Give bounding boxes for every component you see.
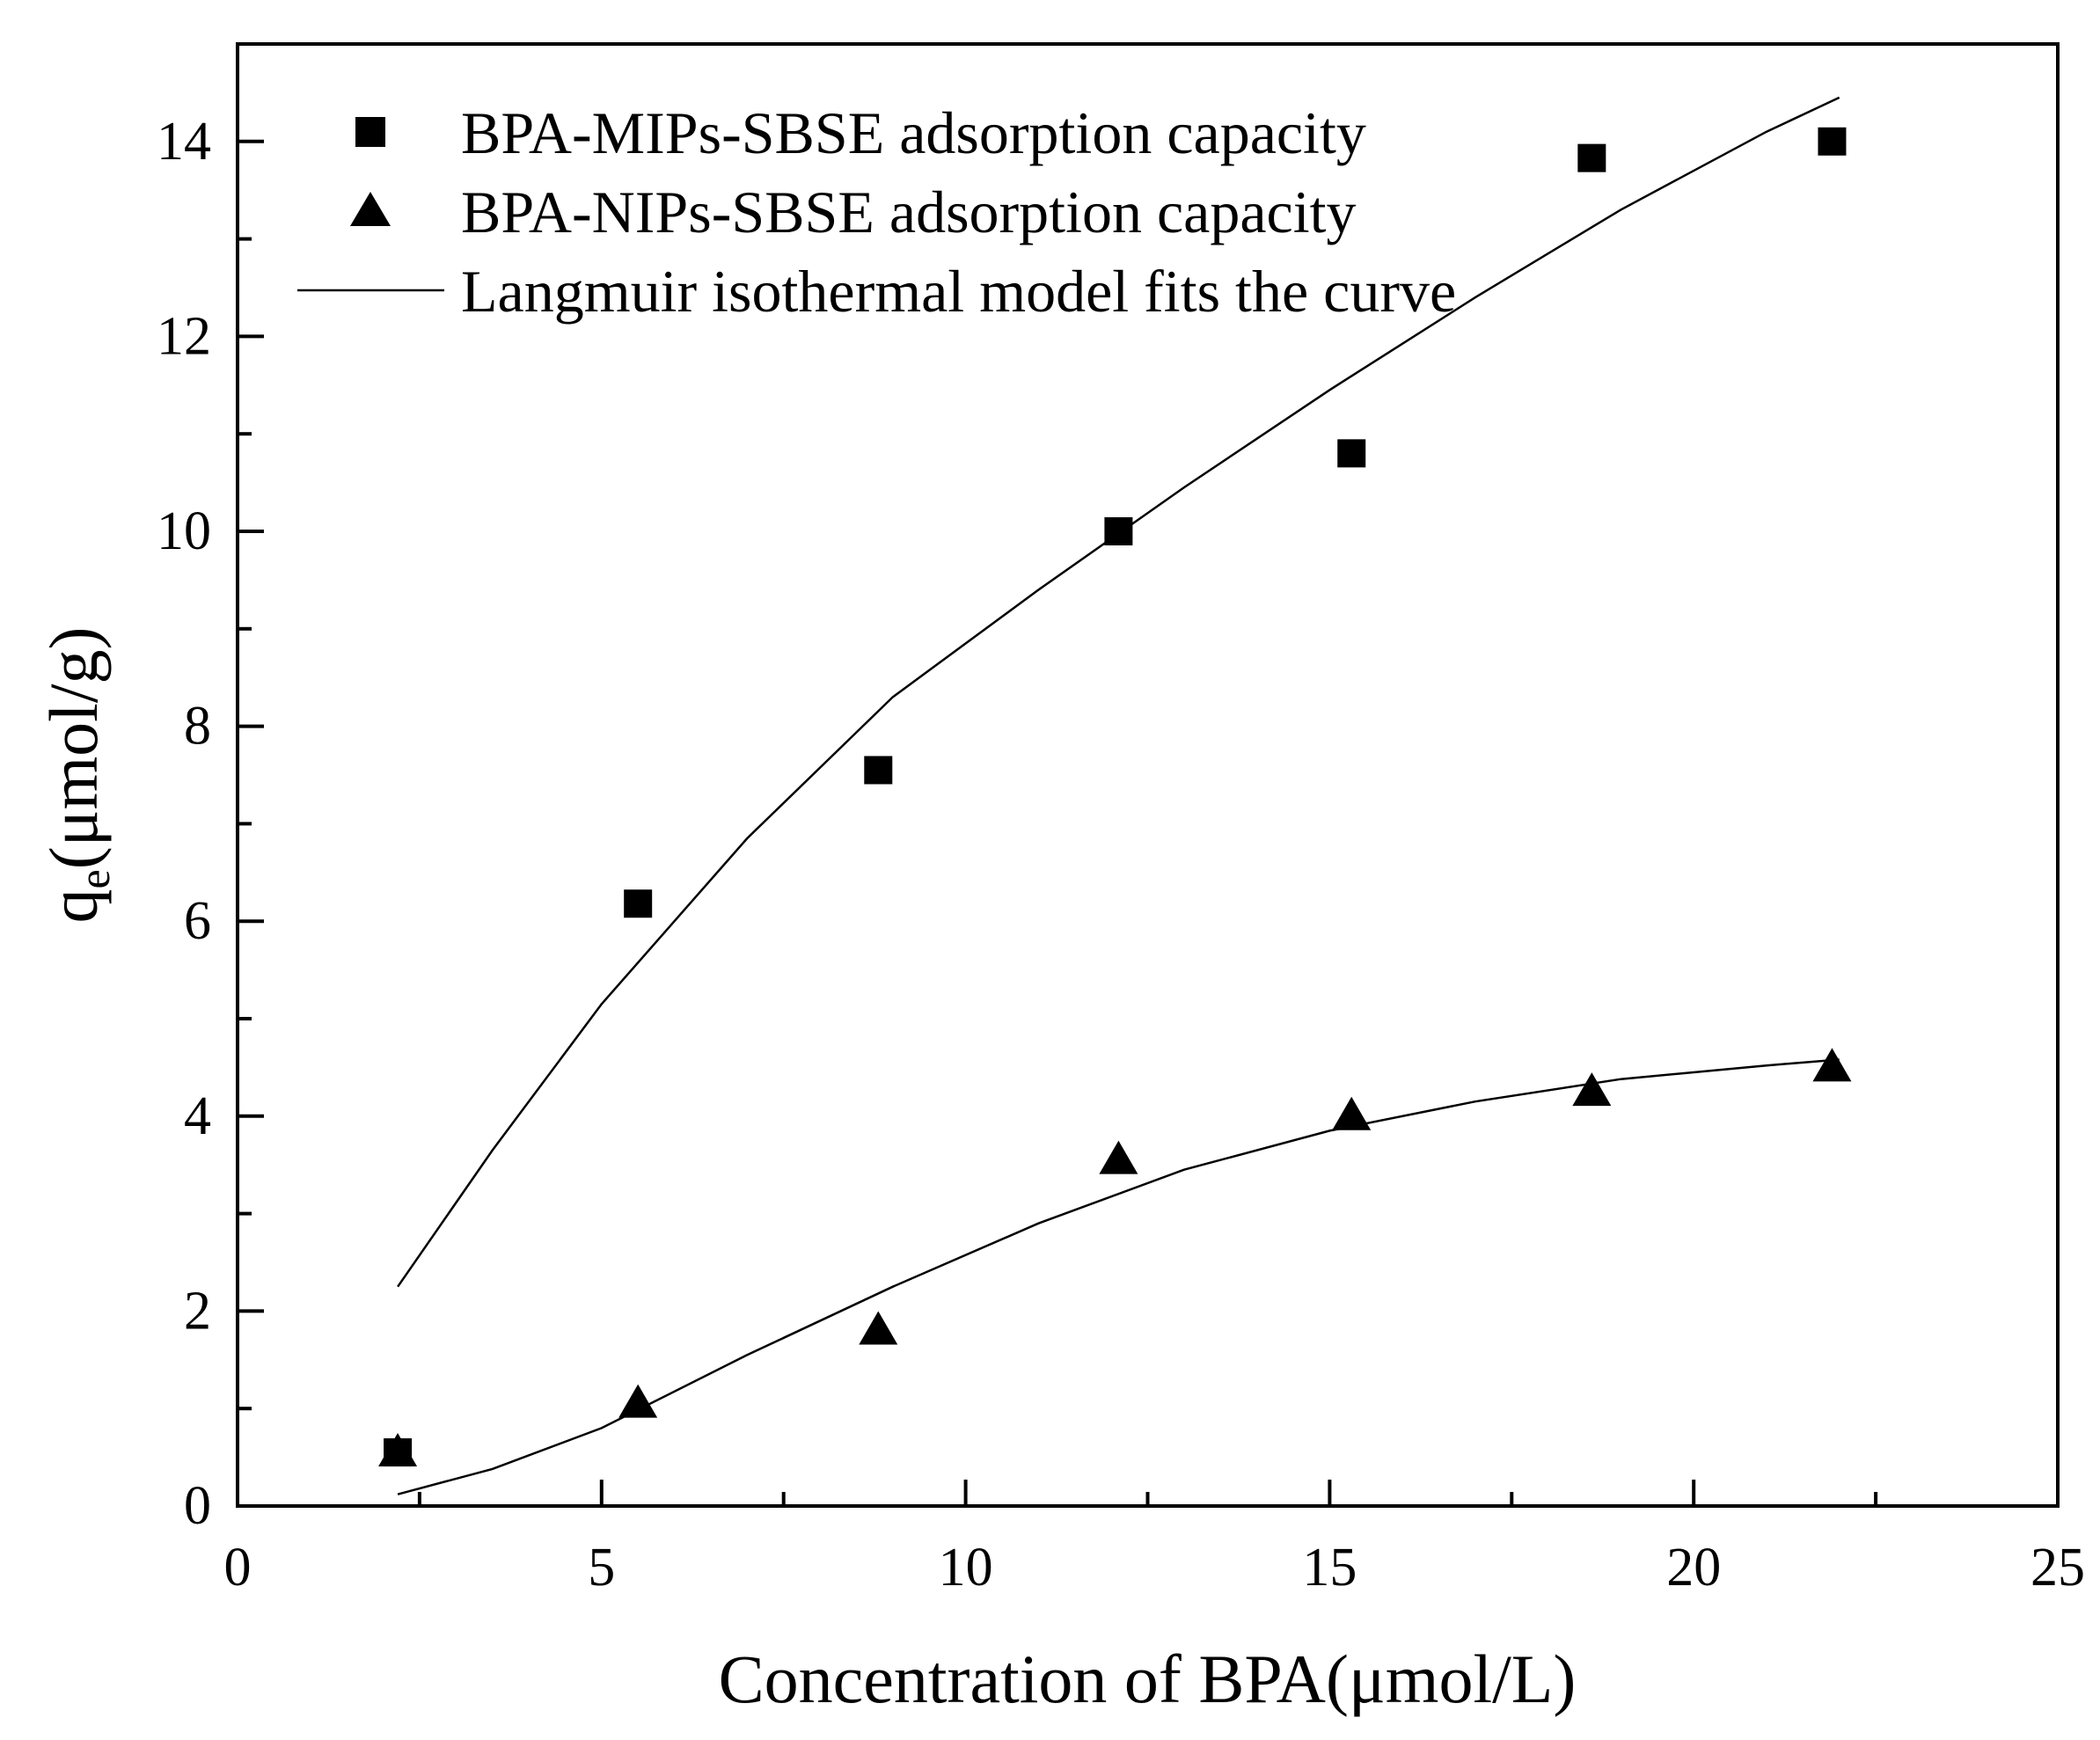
nips-triangle-point <box>378 1433 418 1467</box>
nips-triangle-point <box>859 1311 898 1345</box>
legend-label: BPA-MIPs-SBSE adsorption capacity <box>461 99 1366 166</box>
y-tick-label: 12 <box>157 306 211 366</box>
mips-square-point <box>864 756 893 785</box>
y-tick-label: 0 <box>184 1476 211 1536</box>
legend-triangle-marker <box>350 192 391 226</box>
nips-triangle-point <box>1812 1048 1852 1082</box>
x-tick-label: 25 <box>2030 1538 2085 1597</box>
y-tick-label: 2 <box>184 1281 211 1341</box>
x-axis-label: Concentration of BPA(μmol/L) <box>719 1641 1577 1717</box>
nips-triangle-point <box>618 1384 658 1418</box>
mips-square-point <box>1337 439 1366 468</box>
axis-ticks: 0 5 10 15 20 25 0 2 4 6 8 10 12 14 <box>157 112 2085 1597</box>
nips-triangle-point <box>1572 1072 1612 1107</box>
y-axis-label-main: q <box>35 888 112 923</box>
y-tick-label: 10 <box>157 501 211 561</box>
y-axis-label-unit: (μmol/g) <box>35 627 112 870</box>
legend: BPA-MIPs-SBSE adsorption capacity BPA-NIP… <box>297 99 1456 325</box>
x-tick-label: 5 <box>588 1538 615 1597</box>
x-tick-label: 0 <box>224 1538 252 1597</box>
nips-triangle-point <box>1332 1096 1372 1130</box>
legend-label: BPA-NIPs-SBSE adsorption capacity <box>461 179 1356 245</box>
legend-square-marker <box>355 117 385 147</box>
x-tick-label: 10 <box>939 1538 993 1597</box>
y-tick-label: 6 <box>184 891 211 951</box>
legend-label: Langmuir isothermal model fits the curve <box>461 258 1456 325</box>
y-tick-label: 14 <box>157 112 211 172</box>
nips-triangle-point <box>1099 1140 1138 1174</box>
mips-square-point <box>624 889 653 918</box>
mips-square-point <box>1104 517 1133 545</box>
y-tick-label: 4 <box>184 1086 211 1146</box>
x-tick-label: 20 <box>1666 1538 1721 1597</box>
y-tick-label: 8 <box>184 697 211 757</box>
mips-square-point <box>1577 143 1606 172</box>
x-tick-label: 15 <box>1302 1538 1357 1597</box>
svg-text:qe(μmol/g): qe(μmol/g) <box>35 627 119 924</box>
data-points <box>378 127 1852 1467</box>
y-axis-label-sub: e <box>70 869 119 888</box>
mips-square-point <box>1818 127 1847 156</box>
y-axis-label: qe(μmol/g) <box>35 627 119 924</box>
fit-curve-line <box>397 1058 1840 1495</box>
